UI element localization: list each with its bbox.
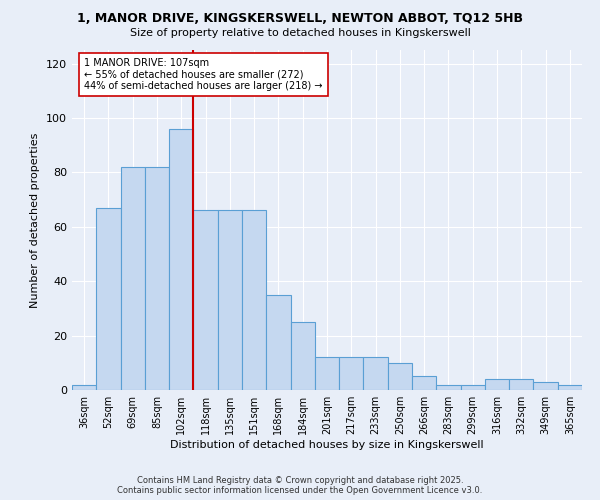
Y-axis label: Number of detached properties: Number of detached properties	[31, 132, 40, 308]
Text: Size of property relative to detached houses in Kingskerswell: Size of property relative to detached ho…	[130, 28, 470, 38]
Bar	[145, 167, 169, 390]
Text: 1, MANOR DRIVE, KINGSKERSWELL, NEWTON ABBOT, TQ12 5HB: 1, MANOR DRIVE, KINGSKERSWELL, NEWTON AB…	[77, 12, 523, 26]
Text: 1 MANOR DRIVE: 107sqm
← 55% of detached houses are smaller (272)
44% of semi-det: 1 MANOR DRIVE: 107sqm ← 55% of detached …	[84, 58, 323, 92]
Text: Contains HM Land Registry data © Crown copyright and database right 2025.
Contai: Contains HM Land Registry data © Crown c…	[118, 476, 482, 495]
Bar	[339, 358, 364, 390]
Bar	[533, 382, 558, 390]
Bar	[169, 129, 193, 390]
Bar	[96, 208, 121, 390]
Bar	[436, 384, 461, 390]
X-axis label: Distribution of detached houses by size in Kingskerswell: Distribution of detached houses by size …	[170, 440, 484, 450]
Bar	[509, 379, 533, 390]
Bar	[315, 358, 339, 390]
Bar	[388, 363, 412, 390]
Bar	[290, 322, 315, 390]
Bar	[72, 384, 96, 390]
Bar	[266, 295, 290, 390]
Bar	[558, 384, 582, 390]
Bar	[242, 210, 266, 390]
Bar	[485, 379, 509, 390]
Bar	[121, 167, 145, 390]
Bar	[193, 210, 218, 390]
Bar	[218, 210, 242, 390]
Bar	[364, 358, 388, 390]
Bar	[461, 384, 485, 390]
Bar	[412, 376, 436, 390]
